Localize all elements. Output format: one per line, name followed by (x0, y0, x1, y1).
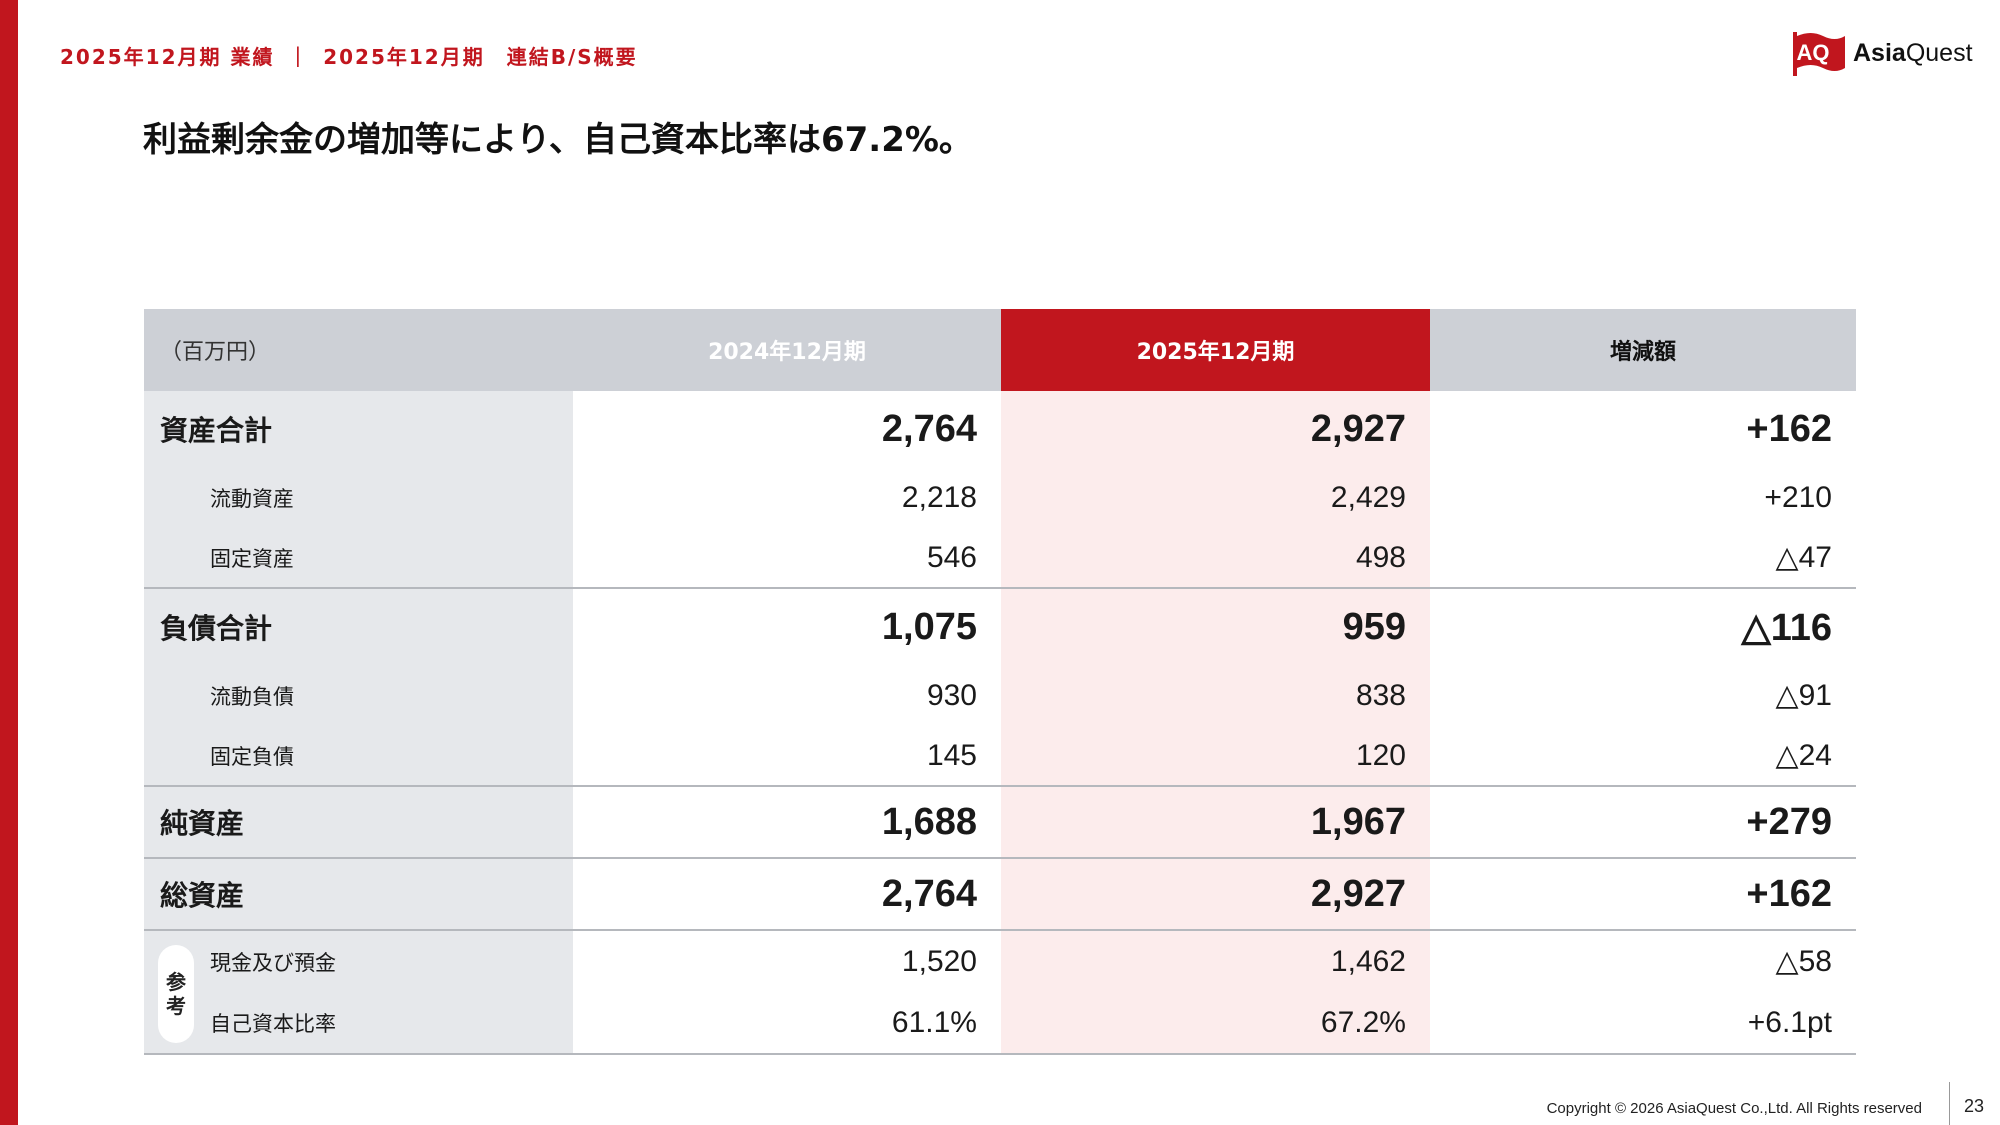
cell-prev: 930 (573, 665, 1001, 726)
cell-change: △47 (1430, 528, 1856, 587)
cell-change: +162 (1430, 391, 1856, 467)
column-header-prev-year: 2024年12月期 (573, 309, 1001, 391)
column-header-current-year: 2025年12月期 (1001, 309, 1430, 391)
breadcrumb-page: 2025年12月期 連結B/S概要 (323, 44, 638, 69)
cell-change: △58 (1430, 931, 1856, 992)
cell-change: +162 (1430, 859, 1856, 929)
cell-current: 498 (1001, 528, 1430, 587)
logo-brand-bold: Asia (1853, 38, 1906, 67)
cell-change: +6.1pt (1430, 992, 1856, 1053)
copyright-notice: Copyright © 2026 AsiaQuest Co.,Ltd. All … (1546, 1100, 1922, 1117)
table-row: 固定資産 546 498 △47 (144, 528, 1856, 589)
logo-mark: AQ (1796, 40, 1830, 65)
cell-current: 67.2% (1001, 992, 1430, 1053)
cell-current: 1,462 (1001, 931, 1430, 992)
row-label: 自己資本比率 (144, 992, 573, 1053)
cell-current: 120 (1001, 726, 1430, 785)
cell-current: 2,429 (1001, 467, 1430, 528)
balance-sheet-table: （百万円） 2024年12月期 2025年12月期 増減額 資産合計 2,764… (144, 309, 1856, 1055)
table-row: 負債合計 1,075 959 △116 (144, 589, 1856, 665)
row-label: 現金及び預金 (144, 931, 573, 992)
table-row: 純資産 1,688 1,967 +279 (144, 787, 1856, 859)
table-row: 現金及び預金 1,520 1,462 △58 (144, 931, 1856, 992)
cell-change: △24 (1430, 726, 1856, 785)
cell-prev: 546 (573, 528, 1001, 587)
page-number: 23 (1964, 1096, 1985, 1116)
cell-current: 959 (1001, 589, 1430, 665)
cell-change: +279 (1430, 787, 1856, 857)
logo-wordmark: AsiaQuest (1853, 39, 1973, 68)
reference-badge: 参 考 (158, 945, 194, 1043)
unit-label: （百万円） (144, 309, 573, 391)
table-row: 固定負債 145 120 △24 (144, 726, 1856, 787)
row-label: 純資産 (144, 787, 573, 857)
table-row: 資産合計 2,764 2,927 +162 (144, 391, 1856, 467)
cell-change: △91 (1430, 665, 1856, 726)
cell-current: 1,967 (1001, 787, 1430, 857)
table-row: 自己資本比率 61.1% 67.2% +6.1pt (144, 992, 1856, 1053)
reference-badge-char: 考 (166, 994, 186, 1018)
breadcrumb-section: 2025年12月期 業績 (60, 44, 275, 69)
logo-brand-regular: Quest (1905, 38, 1973, 67)
table-row: 流動資産 2,218 2,429 +210 (144, 467, 1856, 528)
row-label: 流動負債 (144, 665, 573, 726)
cell-prev: 2,764 (573, 391, 1001, 467)
cell-prev: 145 (573, 726, 1001, 785)
reference-badge-char: 参 (166, 970, 186, 994)
cell-prev: 1,520 (573, 931, 1001, 992)
cell-current: 838 (1001, 665, 1430, 726)
cell-current: 2,927 (1001, 391, 1430, 467)
cell-change: △116 (1430, 589, 1856, 665)
table-row: 流動負債 930 838 △91 (144, 665, 1856, 726)
breadcrumb-separator: | (294, 43, 304, 67)
cell-prev: 1,075 (573, 589, 1001, 665)
row-label: 固定資産 (144, 528, 573, 587)
breadcrumb: 2025年12月期 業績 | 2025年12月期 連結B/S概要 (60, 40, 638, 70)
left-accent-bar (0, 0, 18, 1125)
row-label: 固定負債 (144, 726, 573, 785)
row-label: 総資産 (144, 859, 573, 929)
cell-prev: 61.1% (573, 992, 1001, 1053)
row-label: 流動資産 (144, 467, 573, 528)
footer-divider (1949, 1082, 1950, 1125)
cell-prev: 1,688 (573, 787, 1001, 857)
company-logo: AQ AsiaQuest (1793, 30, 1973, 76)
row-label: 負債合計 (144, 589, 573, 665)
table-row: 総資産 2,764 2,927 +162 (144, 859, 1856, 931)
cell-prev: 2,218 (573, 467, 1001, 528)
cell-change: +210 (1430, 467, 1856, 528)
row-label: 資産合計 (144, 391, 573, 467)
table-header: （百万円） 2024年12月期 2025年12月期 増減額 (144, 309, 1856, 391)
cell-prev: 2,764 (573, 859, 1001, 929)
reference-section: 参 考 現金及び預金 1,520 1,462 △58 自己資本比率 61.1% … (144, 931, 1856, 1055)
logo-flag-icon: AQ (1793, 30, 1847, 76)
column-header-change: 増減額 (1430, 309, 1856, 391)
page-title: 利益剰余金の増加等により、自己資本比率は67.2%。 (143, 120, 973, 160)
cell-current: 2,927 (1001, 859, 1430, 929)
